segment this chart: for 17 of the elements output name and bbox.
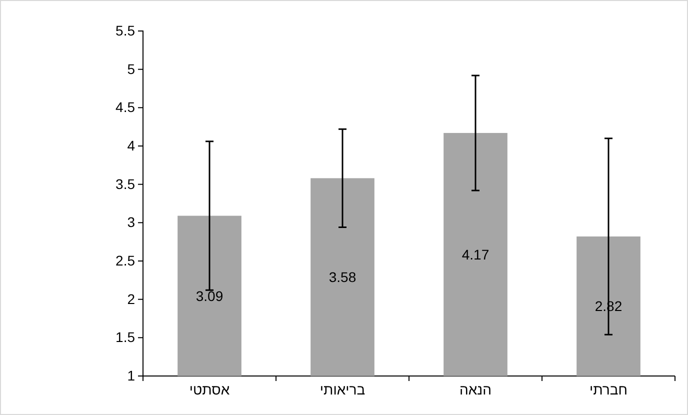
y-tick-label: 1 bbox=[127, 367, 136, 384]
y-tick-label: 5.5 bbox=[116, 22, 136, 38]
y-tick-label: 2 bbox=[127, 290, 136, 307]
y-tick-label: 3 bbox=[127, 214, 136, 230]
x-tick-label: אסתטי bbox=[189, 381, 230, 398]
x-tick-label: בריאותי bbox=[320, 381, 366, 398]
y-tick-label: 4.5 bbox=[116, 99, 136, 116]
y-tick-label: 2.5 bbox=[116, 252, 136, 268]
x-tick-label: חברתי bbox=[590, 381, 628, 398]
x-tick-label: הנאה bbox=[460, 381, 492, 398]
y-tick-label: 3.5 bbox=[116, 176, 136, 192]
y-tick-label: 5 bbox=[127, 60, 136, 77]
y-tick-label: 4 bbox=[127, 137, 136, 154]
y-tick-label: 1.5 bbox=[116, 329, 136, 346]
data-label: 4.17 bbox=[462, 246, 490, 262]
data-label: 3.58 bbox=[328, 269, 356, 285]
data-label: 3.09 bbox=[196, 288, 224, 304]
